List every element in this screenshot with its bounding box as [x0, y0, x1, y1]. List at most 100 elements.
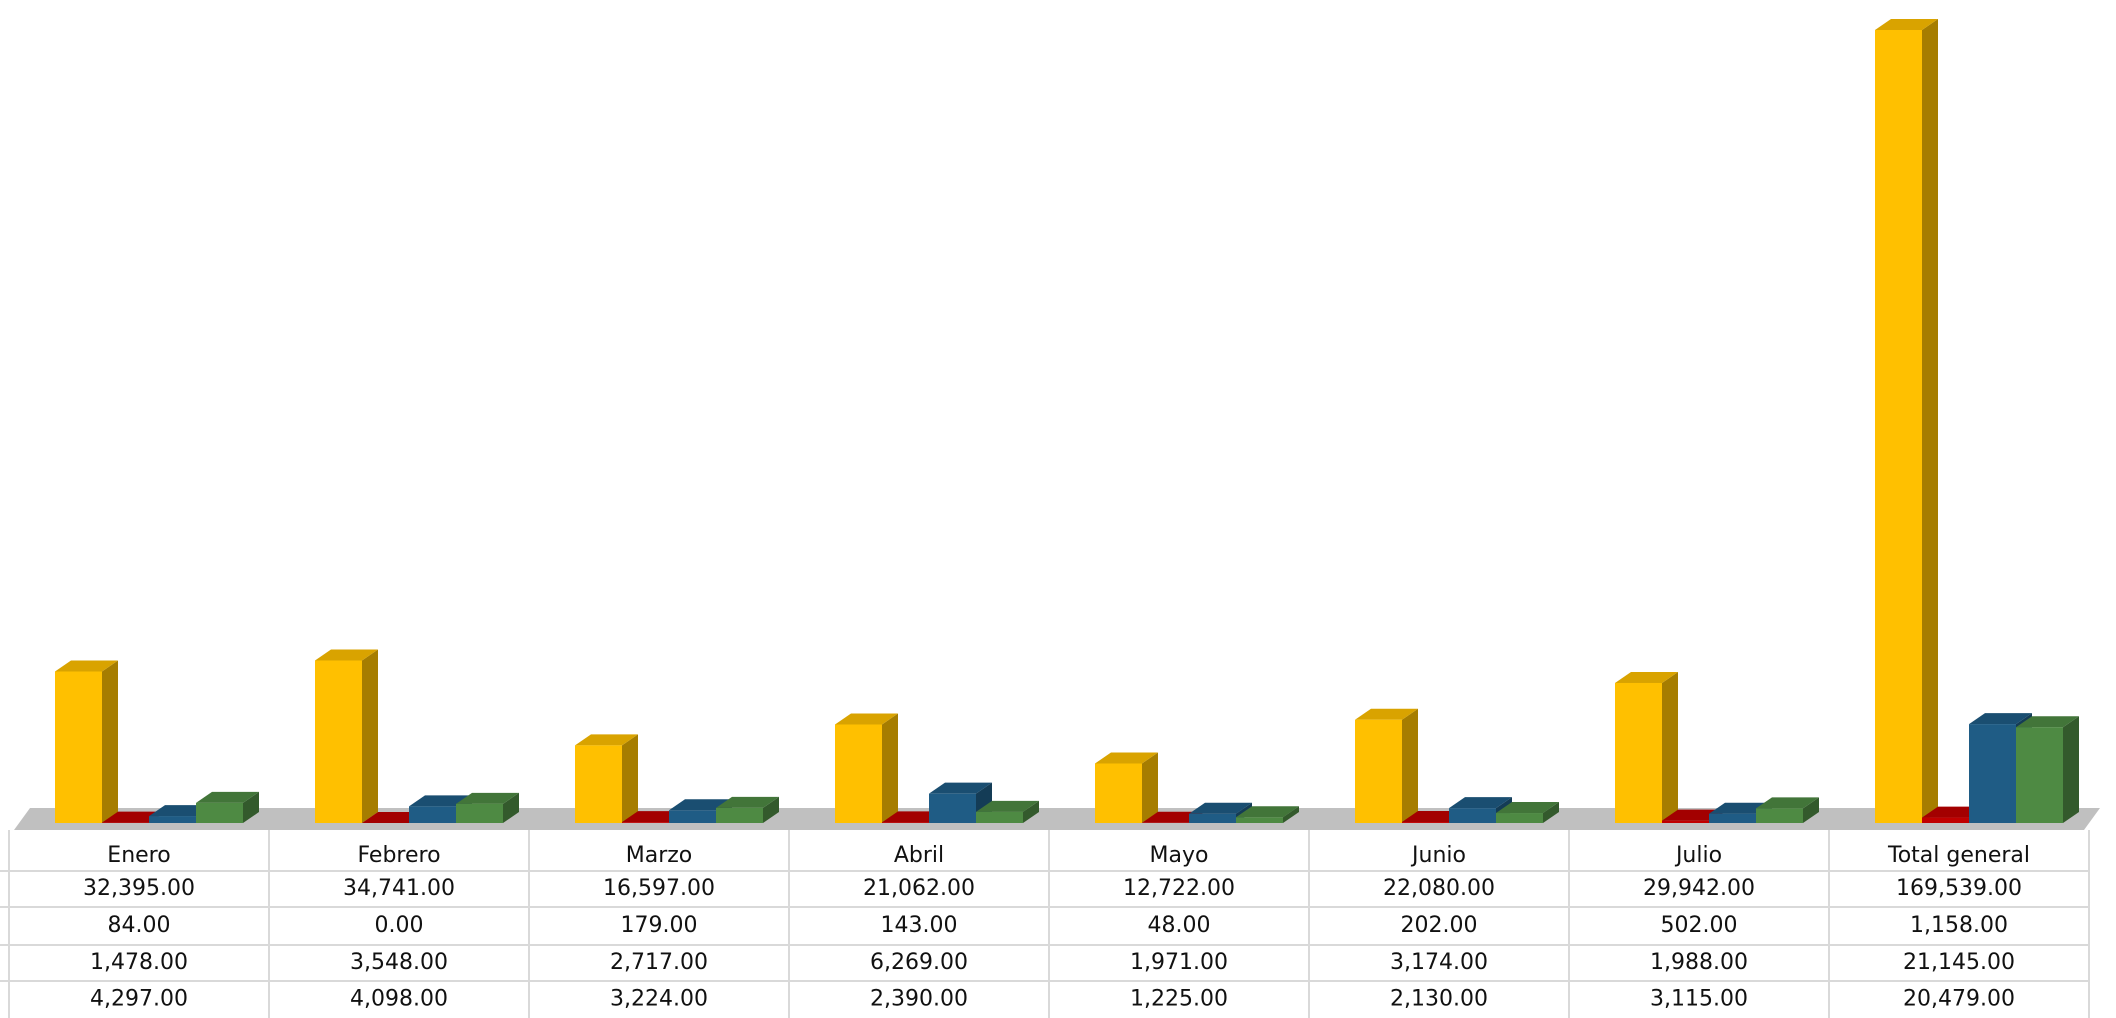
- bar: [315, 649, 378, 823]
- category-label: Marzo: [626, 843, 693, 868]
- table-cell: 4,297.00: [90, 987, 188, 1012]
- bar-top: [1236, 806, 1299, 818]
- bar-front: [456, 803, 503, 823]
- table-cell: 22,080.00: [1383, 876, 1495, 901]
- bar-top: [409, 795, 472, 807]
- table-cell: 3,115.00: [1650, 987, 1748, 1012]
- bar: [55, 660, 118, 823]
- bar: [1615, 671, 1678, 823]
- table-cell: 20,479.00: [1903, 987, 2015, 1012]
- bar: [1095, 752, 1158, 823]
- bar-side: [2063, 716, 2079, 823]
- bar-side: [1402, 708, 1418, 823]
- table-cell: 3,174.00: [1390, 950, 1488, 975]
- bar-front: [1189, 813, 1236, 823]
- table-cell: 32,395.00: [83, 876, 195, 901]
- bar-side: [1662, 671, 1678, 823]
- bar-front: [149, 816, 196, 823]
- bar: [575, 734, 638, 823]
- category-label: Mayo: [1150, 843, 1209, 868]
- bar-top: [835, 713, 898, 725]
- bar: [1236, 806, 1299, 823]
- bar-front: [882, 822, 929, 823]
- bar-front: [1449, 808, 1496, 823]
- category-label: Junio: [1410, 843, 1466, 868]
- bar-top: [1615, 671, 1678, 683]
- bar-top: [1875, 19, 1938, 30]
- table-cell: 48.00: [1148, 913, 1211, 938]
- table-cell: 6,269.00: [870, 950, 968, 975]
- floor: [14, 808, 2100, 830]
- bar-front: [1236, 817, 1283, 823]
- bar-front: [2016, 727, 2063, 823]
- bar-front: [669, 810, 716, 823]
- bar-side: [102, 660, 118, 823]
- bar: [929, 782, 992, 823]
- bar-side: [1283, 806, 1299, 823]
- bar-side: [1803, 797, 1819, 823]
- category-label: Abril: [894, 843, 944, 868]
- bar-top: [575, 734, 638, 746]
- bar-front: [716, 807, 763, 823]
- table-cell: 1,971.00: [1130, 950, 1228, 975]
- bar-front: [1095, 763, 1142, 823]
- bar: [1496, 802, 1559, 823]
- bar-top: [1355, 708, 1418, 720]
- category-label: Febrero: [357, 843, 440, 868]
- bar-front: [575, 745, 622, 823]
- table-cell: 1,158.00: [1910, 913, 2008, 938]
- bar-front: [1709, 813, 1756, 823]
- table-cell: 34,741.00: [343, 876, 455, 901]
- bar: [1756, 797, 1819, 823]
- bar: [835, 713, 898, 823]
- bar-side: [362, 649, 378, 823]
- table-cell: 21,145.00: [1903, 950, 2015, 975]
- bar: [2016, 716, 2079, 823]
- bar-front: [315, 660, 362, 823]
- bar-front: [1615, 682, 1662, 823]
- bar-front: [1355, 719, 1402, 823]
- bar: [1875, 19, 1938, 823]
- bar-front: [1875, 30, 1922, 823]
- bar-front: [1402, 822, 1449, 823]
- table-cell: 84.00: [108, 913, 171, 938]
- bar-front: [976, 811, 1023, 823]
- table-cell: 2,130.00: [1390, 987, 1488, 1012]
- bar-top: [55, 660, 118, 672]
- bar-top: [1449, 797, 1512, 809]
- bar: [976, 800, 1039, 823]
- bar-front: [1756, 808, 1803, 823]
- bar-top: [456, 792, 519, 804]
- table-cell: 202.00: [1401, 913, 1478, 938]
- bar-side: [1543, 802, 1559, 823]
- category-label: Julio: [1674, 843, 1722, 868]
- table-cell: 16,597.00: [603, 876, 715, 901]
- bar-side: [1023, 800, 1039, 823]
- bar: [456, 792, 519, 823]
- bar: [1355, 708, 1418, 823]
- bar-side: [1142, 752, 1158, 823]
- bar-top: [315, 649, 378, 661]
- table-cell: 2,390.00: [870, 987, 968, 1012]
- bar-front: [1922, 817, 1969, 823]
- bar-top: [716, 796, 779, 808]
- bar-front: [622, 822, 669, 823]
- bar-top: [1969, 713, 2032, 725]
- table-cell: 2,717.00: [610, 950, 708, 975]
- table-cell: 3,548.00: [350, 950, 448, 975]
- bar-side: [243, 791, 259, 823]
- bar-front: [196, 802, 243, 823]
- bar: [716, 796, 779, 823]
- bar: [196, 791, 259, 823]
- table-cell: 21,062.00: [863, 876, 975, 901]
- bar-top: [1756, 797, 1819, 809]
- bar-top: [669, 799, 732, 811]
- bar-front: [1496, 813, 1543, 823]
- bar-front: [929, 793, 976, 823]
- bar-top: [2016, 716, 2079, 728]
- bar-front: [409, 806, 456, 823]
- table-cell: 169,539.00: [1896, 876, 2022, 901]
- bar-side: [763, 796, 779, 823]
- bar-side: [1922, 19, 1938, 823]
